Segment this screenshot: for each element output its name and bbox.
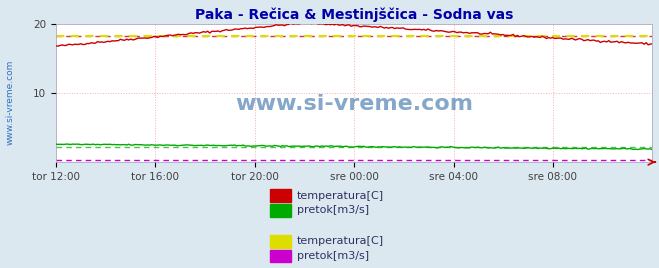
Title: Paka - Rečica & Mestinjščica - Sodna vas: Paka - Rečica & Mestinjščica - Sodna vas (195, 7, 513, 21)
Text: pretok[m3/s]: pretok[m3/s] (297, 251, 369, 261)
Text: www.si-vreme.com: www.si-vreme.com (5, 59, 14, 144)
Text: www.si-vreme.com: www.si-vreme.com (235, 94, 473, 114)
Text: pretok[m3/s]: pretok[m3/s] (297, 205, 369, 215)
Text: temperatura[C]: temperatura[C] (297, 236, 384, 246)
Text: temperatura[C]: temperatura[C] (297, 191, 384, 201)
